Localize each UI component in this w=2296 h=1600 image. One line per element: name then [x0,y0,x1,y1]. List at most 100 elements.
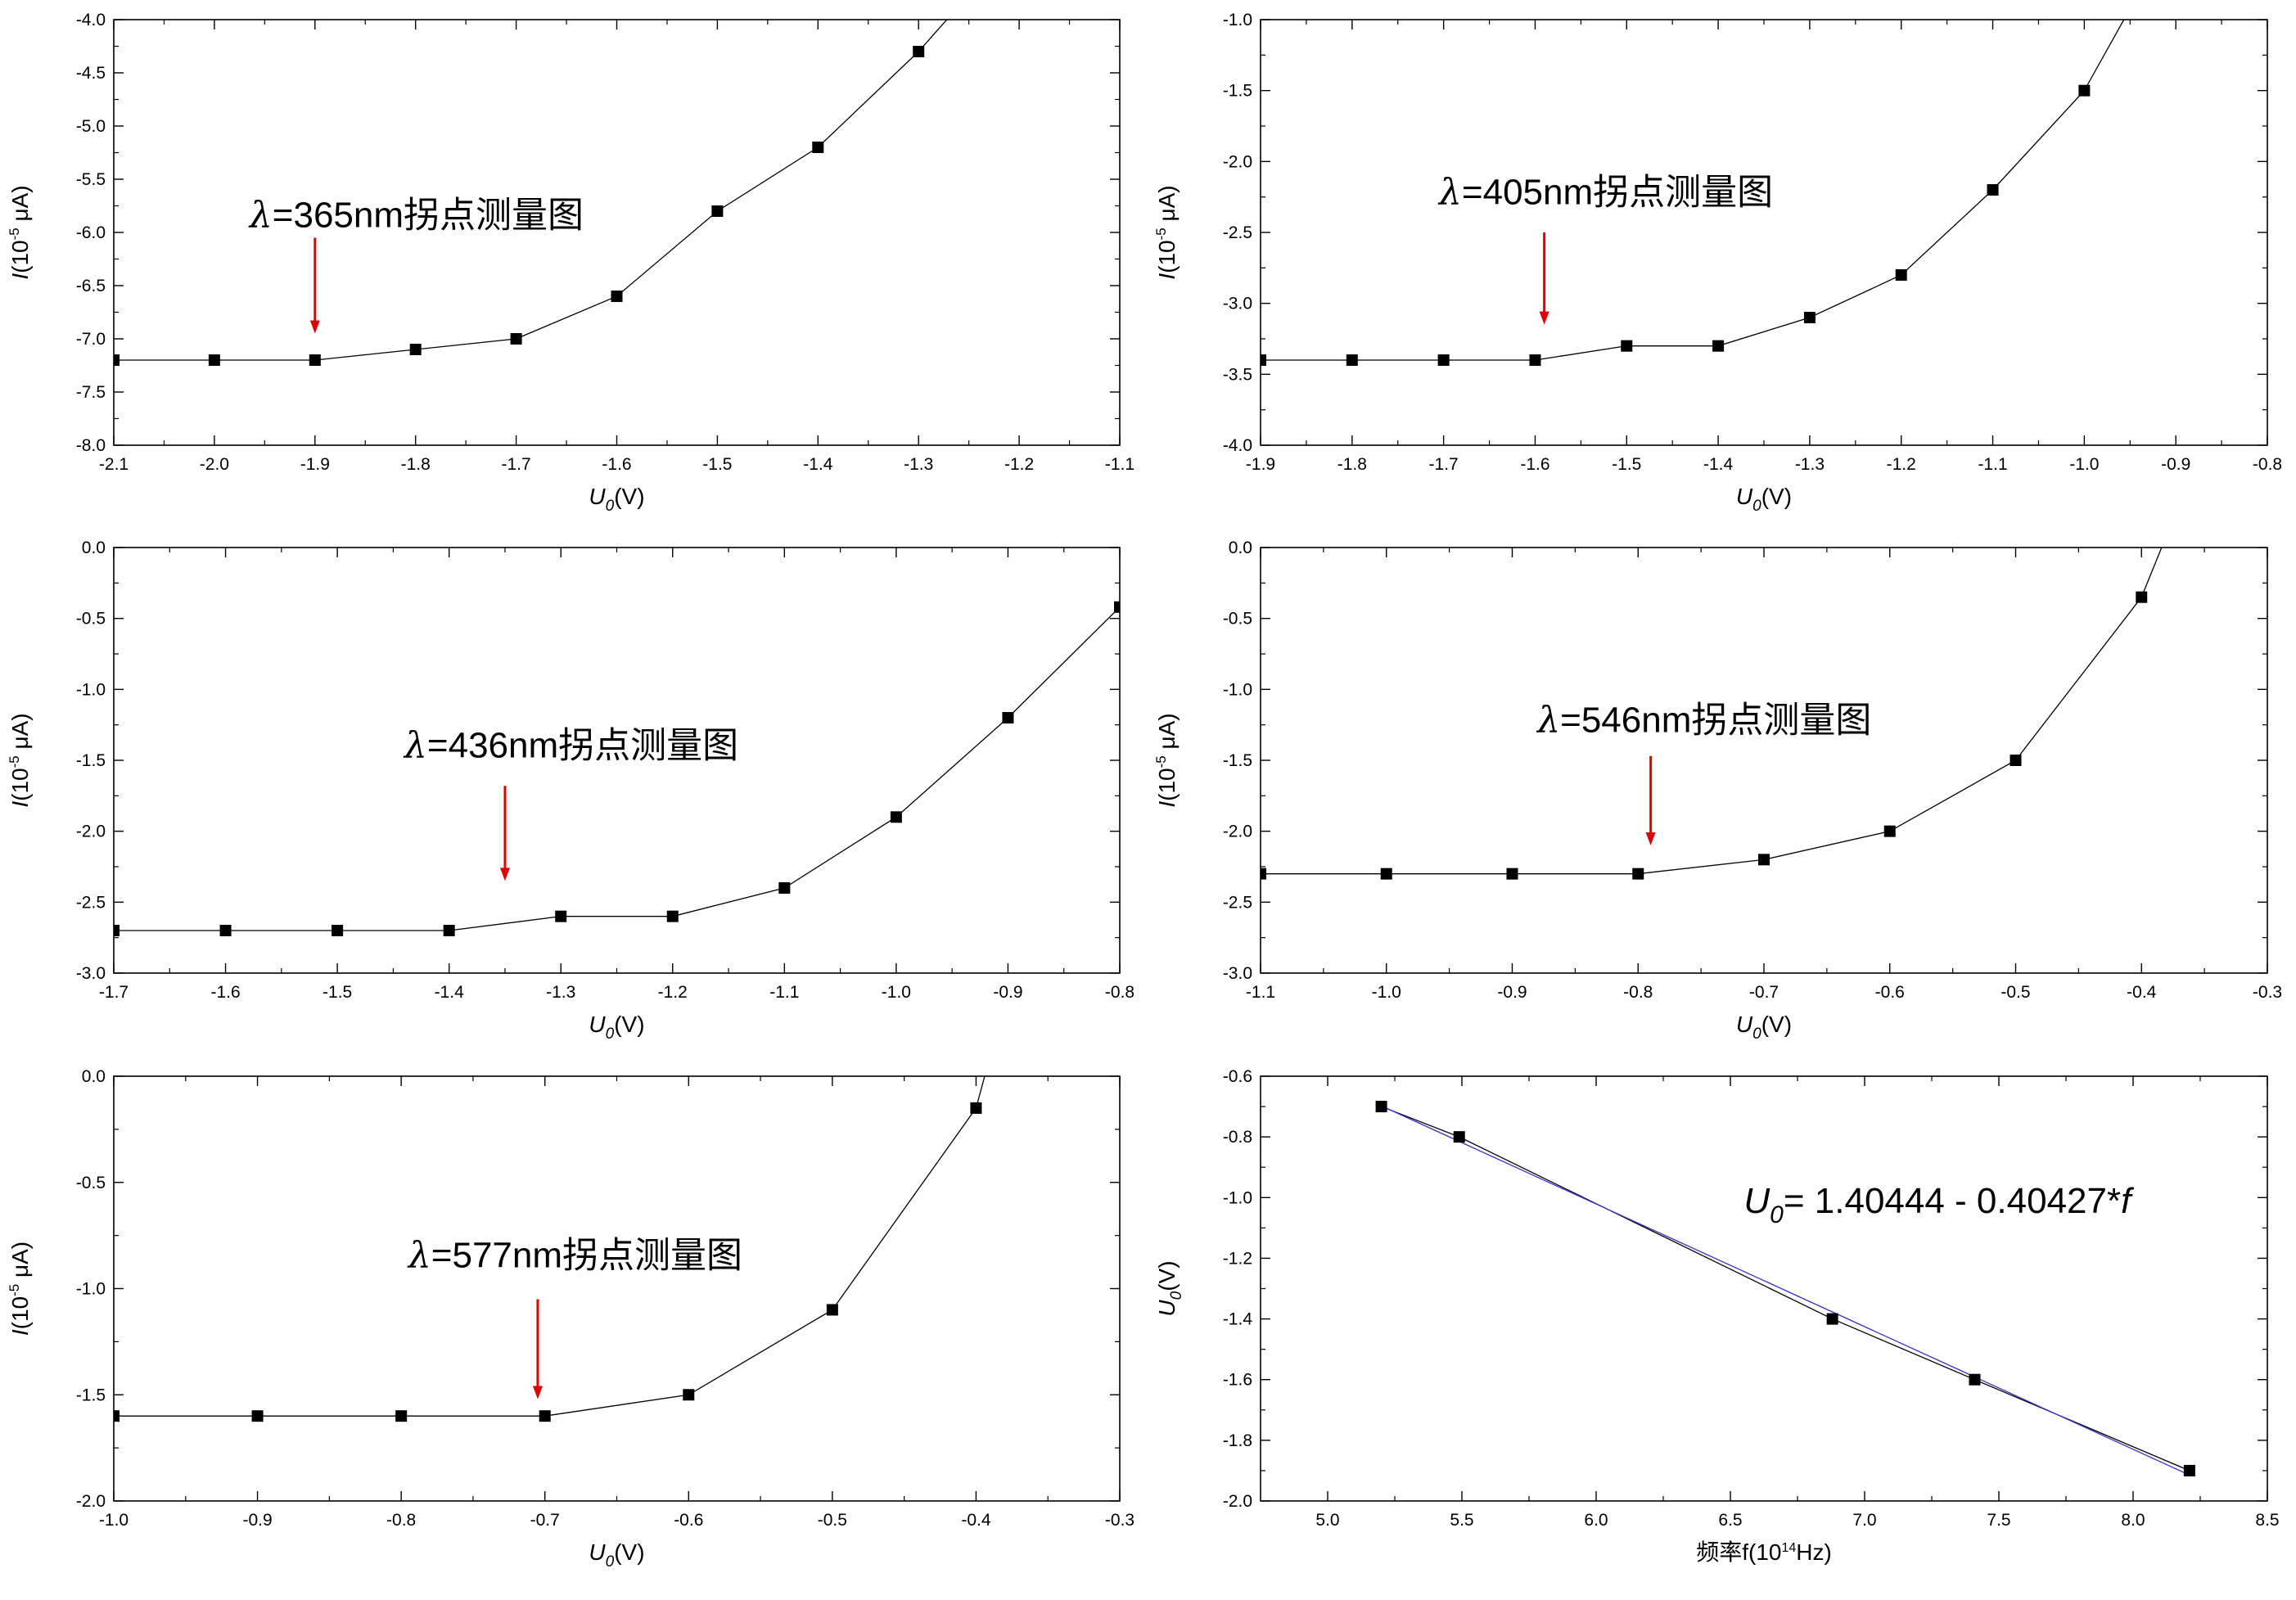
y-tick-label: -4.0 [1223,436,1252,455]
y-tick-label: -1.0 [76,680,106,699]
x-tick-label: -1.7 [502,455,531,474]
y-tick-label: -3.5 [1223,365,1252,384]
x-tick-label: 8.0 [2121,1511,2145,1530]
x-tick-label: 7.5 [1987,1511,2010,1530]
data-point [1632,868,1644,880]
x-tick-label: -0.4 [2127,983,2157,1002]
y-tick-label: -2.0 [1223,823,1252,841]
data-point [114,925,120,936]
plot-area [1381,1105,2190,1476]
data-point [913,46,925,57]
x-tick-label: -1.2 [658,983,688,1002]
x-tick-label: -1.1 [769,983,799,1002]
x-tick-label: -1.7 [99,983,129,1002]
y-tick-label: -1.2 [1223,1249,1252,1268]
x-tick-label: -0.9 [1497,983,1527,1002]
x-tick-label: -1.6 [602,455,631,474]
arrow-head [532,1386,543,1399]
x-tick-label: -1.4 [435,983,465,1002]
data-point [970,1102,982,1114]
data-point [1895,269,1907,281]
y-tick-label: -5.0 [76,117,106,136]
data-point [251,1410,264,1422]
data-point [711,205,724,217]
y-tick-label: -0.6 [1223,1067,1252,1086]
data-point [1758,854,1770,866]
x-tick-label: -0.6 [1875,983,1905,1002]
x-axis-title: U0(V) [589,1539,644,1571]
y-tick-label: -3.0 [1223,964,1252,983]
y-tick-label: 0.0 [82,539,106,557]
x-tick-label: -1.2 [1887,455,1916,474]
y-tick-label: -6.5 [76,277,106,295]
x-axis-title: 频率f(1014Hz) [1696,1539,1832,1565]
x-tick-label: -1.0 [2069,455,2099,474]
data-point [443,925,455,936]
x-tick-label: -0.8 [1623,983,1653,1002]
y-tick-label: -4.0 [76,11,106,29]
data-point [1506,868,1518,880]
arrow-head [1645,832,1656,845]
y-tick-label: -1.5 [1223,82,1252,101]
x-tick-label: -1.9 [300,455,330,474]
y-axis-title: U0(V) [1154,1260,1185,1316]
x-tick-label: -1.3 [904,455,933,474]
data-point [114,354,120,366]
x-tick-label: -1.0 [1372,983,1401,1002]
y-tick-label: -7.5 [76,383,106,402]
data-point [510,333,522,345]
chart-fit-u0-vs-frequency: 5.0 5.5 6.0 6.5 7.0 7.5 8.0 8.5 -2.0 -1.8 -1.6 -1.4… [1154,1067,2280,1565]
y-tick-label: -0.8 [1223,1128,1252,1147]
data-point [1453,1131,1465,1143]
y-tick-label: -1.4 [1223,1310,1253,1329]
plot-frame [1260,1075,2268,1502]
y-tick-label: -0.5 [1223,610,1252,629]
data-point [1529,354,1541,366]
series-line [114,606,1120,931]
data-point [1002,712,1014,723]
y-tick-label: -1.0 [1223,1188,1252,1207]
wavelength-label: λ=436nm拐点测量图 [403,725,738,767]
data-point [555,910,567,922]
y-tick-label: -0.5 [76,610,106,629]
y-tick-label: -1.6 [1223,1371,1252,1390]
x-tick-label: -2.0 [200,455,229,474]
data-point [1803,312,1816,323]
x-tick-label: -1.3 [1795,455,1825,474]
data-point [114,1410,120,1422]
chart-436nm: -1.7 -1.6 -1.5 -1.4 -1.3 -1.2 -1.1 -1.0 -0.9 -0.8… [7,539,1134,1043]
data-point [1346,354,1358,366]
x-tick-label: -0.3 [2253,983,2282,1002]
y-tick-label: -1.5 [1223,751,1252,770]
y-tick-label: -2.5 [1223,893,1252,912]
data-point [539,1410,551,1422]
x-tick-label: -0.9 [2161,455,2190,474]
x-tick-label: -1.1 [1978,455,2007,474]
x-tick-label: 5.5 [1450,1511,1473,1530]
x-tick-label: -0.7 [530,1511,560,1530]
y-axis-title: I(10-5 μA) [7,1242,33,1336]
arrow-head [499,868,510,881]
data-point [1969,1373,1981,1386]
y-tick-label: -1.5 [76,1386,106,1404]
data-point [2183,1464,2195,1476]
x-tick-label: -0.8 [1105,983,1134,1002]
x-tick-label: -0.7 [1749,983,1779,1002]
y-tick-label: -2.0 [1223,1492,1252,1511]
data-point [890,811,902,823]
data-point [1261,868,1266,880]
x-tick-label: 6.5 [1718,1511,1742,1530]
x-tick-label: 7.0 [1852,1511,1876,1530]
y-axis-title: I(10-5 μA) [7,185,33,279]
x-tick-label: -0.8 [386,1511,416,1530]
y-tick-label: 0.0 [82,1067,106,1086]
data-point [1437,354,1450,366]
wavelength-label: λ=546nm拐点测量图 [1536,699,1871,741]
y-tick-label: -2.0 [76,823,106,841]
x-tick-label: -1.9 [1246,455,1275,474]
wavelength-label: λ=405nm拐点测量图 [1437,171,1773,213]
plot-area [114,1076,986,1417]
x-axis-title: U0(V) [589,484,644,515]
chart-405nm: -1.9 -1.8 -1.7 -1.6 -1.5 -1.4 -1.3 -1.2 -1.1 -1.0… [1153,11,2282,515]
